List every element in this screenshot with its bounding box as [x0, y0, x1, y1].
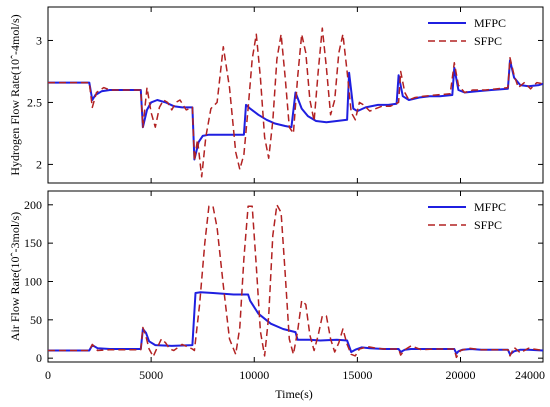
y-tick-label: 150	[24, 236, 42, 250]
hydrogen-flow-panel: 2 2.5 3 Hydrogen Flow Rate(10ˆ-4mol/s) MFPC S…	[8, 6, 544, 184]
x-axis-label: Time(s)	[275, 387, 313, 401]
x-tick-label: 5000	[139, 368, 163, 382]
y-tick-label: 200	[24, 198, 42, 212]
x-tick-label: 10000	[239, 368, 269, 382]
y-tick-label: 3	[36, 33, 42, 47]
series-line-sfpc	[48, 204, 543, 359]
x-tick-label: 24000	[515, 368, 545, 382]
y-tick-label: 2.5	[27, 95, 42, 109]
y-tick-label: 100	[24, 274, 42, 288]
y-tick-label: 2	[36, 157, 42, 171]
x-tick-label: 20000	[446, 368, 476, 382]
y-axis-label: Air Flow Rate(10ˆ-3mol/s)	[8, 212, 22, 341]
legend-label-sfpc: SFPC	[474, 218, 502, 232]
legend-label-mfpc: MFPC	[474, 16, 506, 30]
series-line-sfpc	[48, 27, 543, 178]
x-tick-label: 15000	[342, 368, 372, 382]
x-tick-label: 0	[45, 368, 51, 382]
series-group	[48, 27, 543, 178]
series-group	[48, 204, 543, 359]
air-flow-panel: 0 50 100 150 200 0 5000 10000 15000 20000 24000 Air…	[8, 190, 545, 382]
plot-frame	[47, 6, 544, 184]
series-line-mfpc	[48, 59, 543, 161]
legend-label-sfpc: SFPC	[474, 34, 502, 48]
y-axis-label: Hydrogen Flow Rate(10ˆ-4mol/s)	[8, 14, 22, 175]
legend-label-mfpc: MFPC	[474, 200, 506, 214]
y-tick-label: 0	[36, 351, 42, 365]
plot-frame	[47, 190, 544, 363]
y-tick-label: 50	[30, 313, 42, 327]
